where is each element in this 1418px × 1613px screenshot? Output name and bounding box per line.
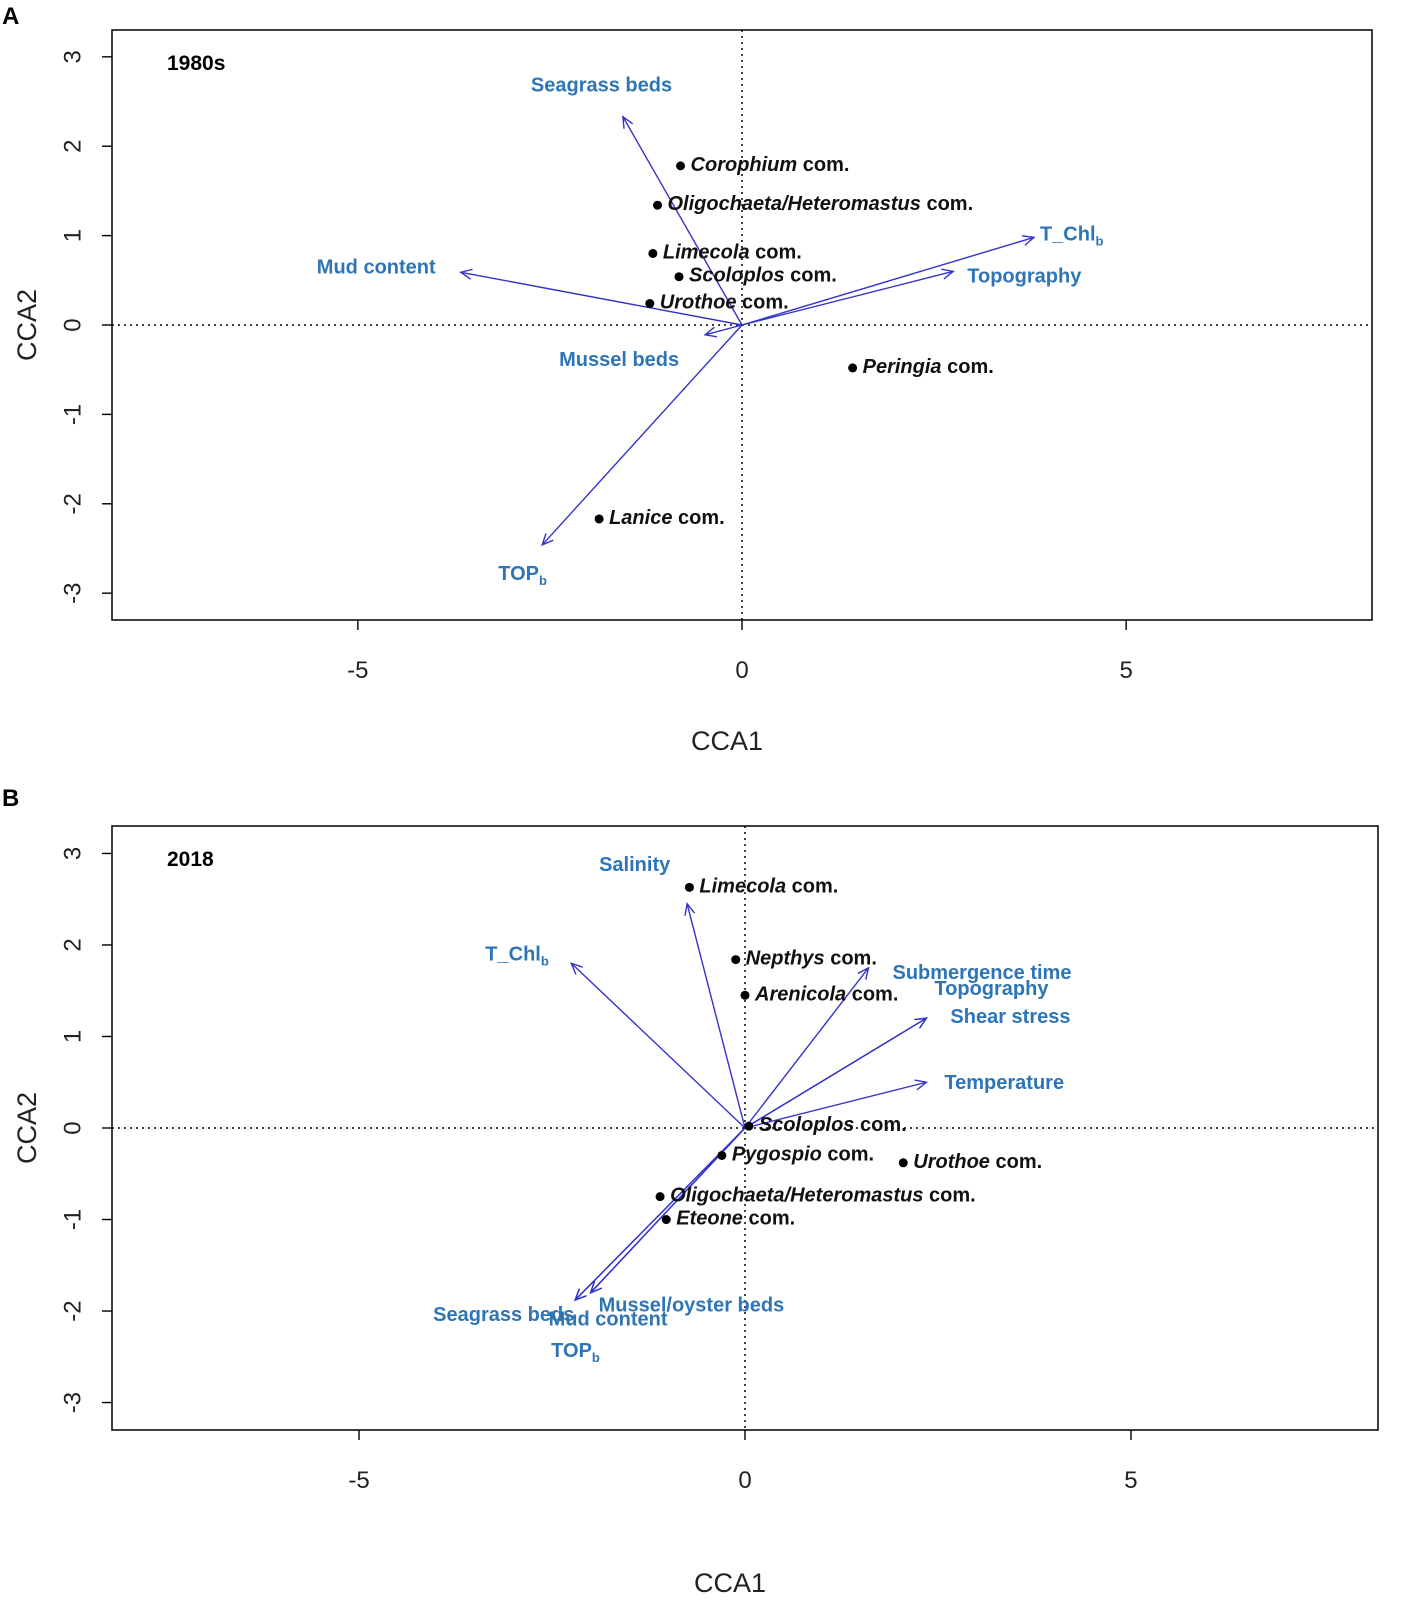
species-label: Corophium com. <box>691 154 850 176</box>
species-label: Lanice com. <box>609 507 725 529</box>
species-label: Urothoe com. <box>913 1151 1042 1173</box>
species-label: Oligochaeta/Heteromastus com. <box>670 1185 976 1207</box>
y-tick-label: 3 <box>59 50 86 63</box>
panel-title: 2018 <box>167 848 214 871</box>
y-tick-label: 1 <box>59 229 86 242</box>
species-point <box>731 955 741 965</box>
env-vector-arrow <box>744 966 870 1129</box>
env-vector-label: Shear stress <box>950 1006 1070 1028</box>
panel-title: 1980s <box>167 52 225 75</box>
env-vector-arrow <box>622 115 743 326</box>
env-vector-arrow <box>744 1017 928 1129</box>
y-tick-label: -3 <box>59 1392 86 1413</box>
env-vector-label: TOPb <box>551 1340 600 1365</box>
species-label: Limecola com. <box>663 242 802 264</box>
species-label: Limecola com. <box>699 876 838 898</box>
env-vector-arrow <box>573 1127 746 1302</box>
x-tick-label: 5 <box>1124 1467 1137 1494</box>
species-label: Oligochaeta/Heteromastus com. <box>667 193 973 215</box>
env-vector-label: TOPb <box>498 563 547 588</box>
species-point <box>848 363 858 373</box>
env-vector-arrow <box>703 324 743 338</box>
x-tick-label: -5 <box>348 1467 369 1494</box>
x-tick-label: 5 <box>1119 657 1132 684</box>
env-vector-arrow <box>541 324 743 547</box>
x-axis-title: CCA1 <box>691 726 763 756</box>
y-tick-label: 3 <box>59 847 86 860</box>
env-vector-label: Temperature <box>944 1073 1064 1095</box>
species-label: Peringia com. <box>863 356 994 378</box>
species-point <box>676 161 686 171</box>
species-point <box>652 200 662 210</box>
species-point <box>740 990 750 1000</box>
env-vector-arrow <box>741 268 955 326</box>
env-vector-label: Seagrass beds <box>531 75 672 97</box>
species-point <box>898 1158 908 1168</box>
species-label: Eteone com. <box>676 1208 795 1230</box>
species-label: Nepthys com. <box>746 948 877 970</box>
y-tick-label: 1 <box>59 1030 86 1043</box>
env-vector-label: Mud content <box>317 257 436 279</box>
env-vector-label: T_Chlb <box>1040 224 1104 249</box>
y-tick-label: 2 <box>59 140 86 153</box>
env-vector-arrow <box>570 962 746 1129</box>
panel-letter: A <box>2 3 19 30</box>
env-vector-label: Mussel beds <box>559 349 679 371</box>
env-vector-label: Topography <box>967 266 1082 288</box>
species-label: Scoloplos com. <box>689 265 837 287</box>
y-tick-label: 0 <box>59 318 86 331</box>
species-label: Pygospio com. <box>732 1144 874 1166</box>
y-axis-title: CCA2 <box>12 289 42 361</box>
y-tick-label: -3 <box>59 583 86 604</box>
env-vector-label: Seagrass beds <box>433 1304 574 1326</box>
species-point <box>655 1192 665 1202</box>
species-point <box>744 1121 754 1131</box>
y-tick-label: -1 <box>59 1209 86 1230</box>
species-label: Scoloplos com. <box>759 1114 907 1136</box>
y-tick-label: 0 <box>59 1121 86 1134</box>
panel-b: B -5 0 5 -3 -2 -1 0 1 2 3 CCA1 CCA2 2018 Salinity T_Chl… <box>2 785 1379 1598</box>
y-tick-label: -2 <box>59 1300 86 1321</box>
y-tick-label: -2 <box>59 493 86 514</box>
env-vector-arrow <box>744 1079 929 1129</box>
x-tick-label: 0 <box>738 1467 751 1494</box>
species-point <box>645 299 655 309</box>
x-axis-title: CCA1 <box>694 1568 766 1598</box>
env-vector-label: Salinity <box>599 854 671 876</box>
env-vector-label: Topography <box>934 978 1049 1000</box>
env-vector-arrow <box>741 235 1036 326</box>
species-point <box>684 882 694 892</box>
panel-a: A -5 0 5 -3 -2 -1 0 1 2 3 CCA1 CCA2 1980s Seagrass bed… <box>2 3 1373 756</box>
panel-letter: B <box>2 785 19 812</box>
species-point <box>717 1150 727 1160</box>
y-tick-label: -1 <box>59 404 86 425</box>
env-vector-label: Mud content <box>549 1309 668 1331</box>
species-label: Arenicola com. <box>754 984 898 1006</box>
species-point <box>594 514 604 524</box>
env-vector-label: Submergence time <box>893 962 1072 984</box>
env-vector-arrow <box>684 902 746 1129</box>
species-point <box>674 272 684 282</box>
env-vector-label: Mussel/oyster beds <box>599 1295 785 1317</box>
y-tick-label: 2 <box>59 938 86 951</box>
x-tick-label: -5 <box>347 657 368 684</box>
x-tick-label: 0 <box>735 657 748 684</box>
species-point <box>648 248 658 258</box>
species-point <box>661 1215 671 1225</box>
env-vector-arrow <box>459 268 743 326</box>
species-label: Urothoe com. <box>660 292 789 314</box>
y-axis-title: CCA2 <box>12 1092 42 1164</box>
env-vector-label: T_Chlb <box>485 944 549 969</box>
